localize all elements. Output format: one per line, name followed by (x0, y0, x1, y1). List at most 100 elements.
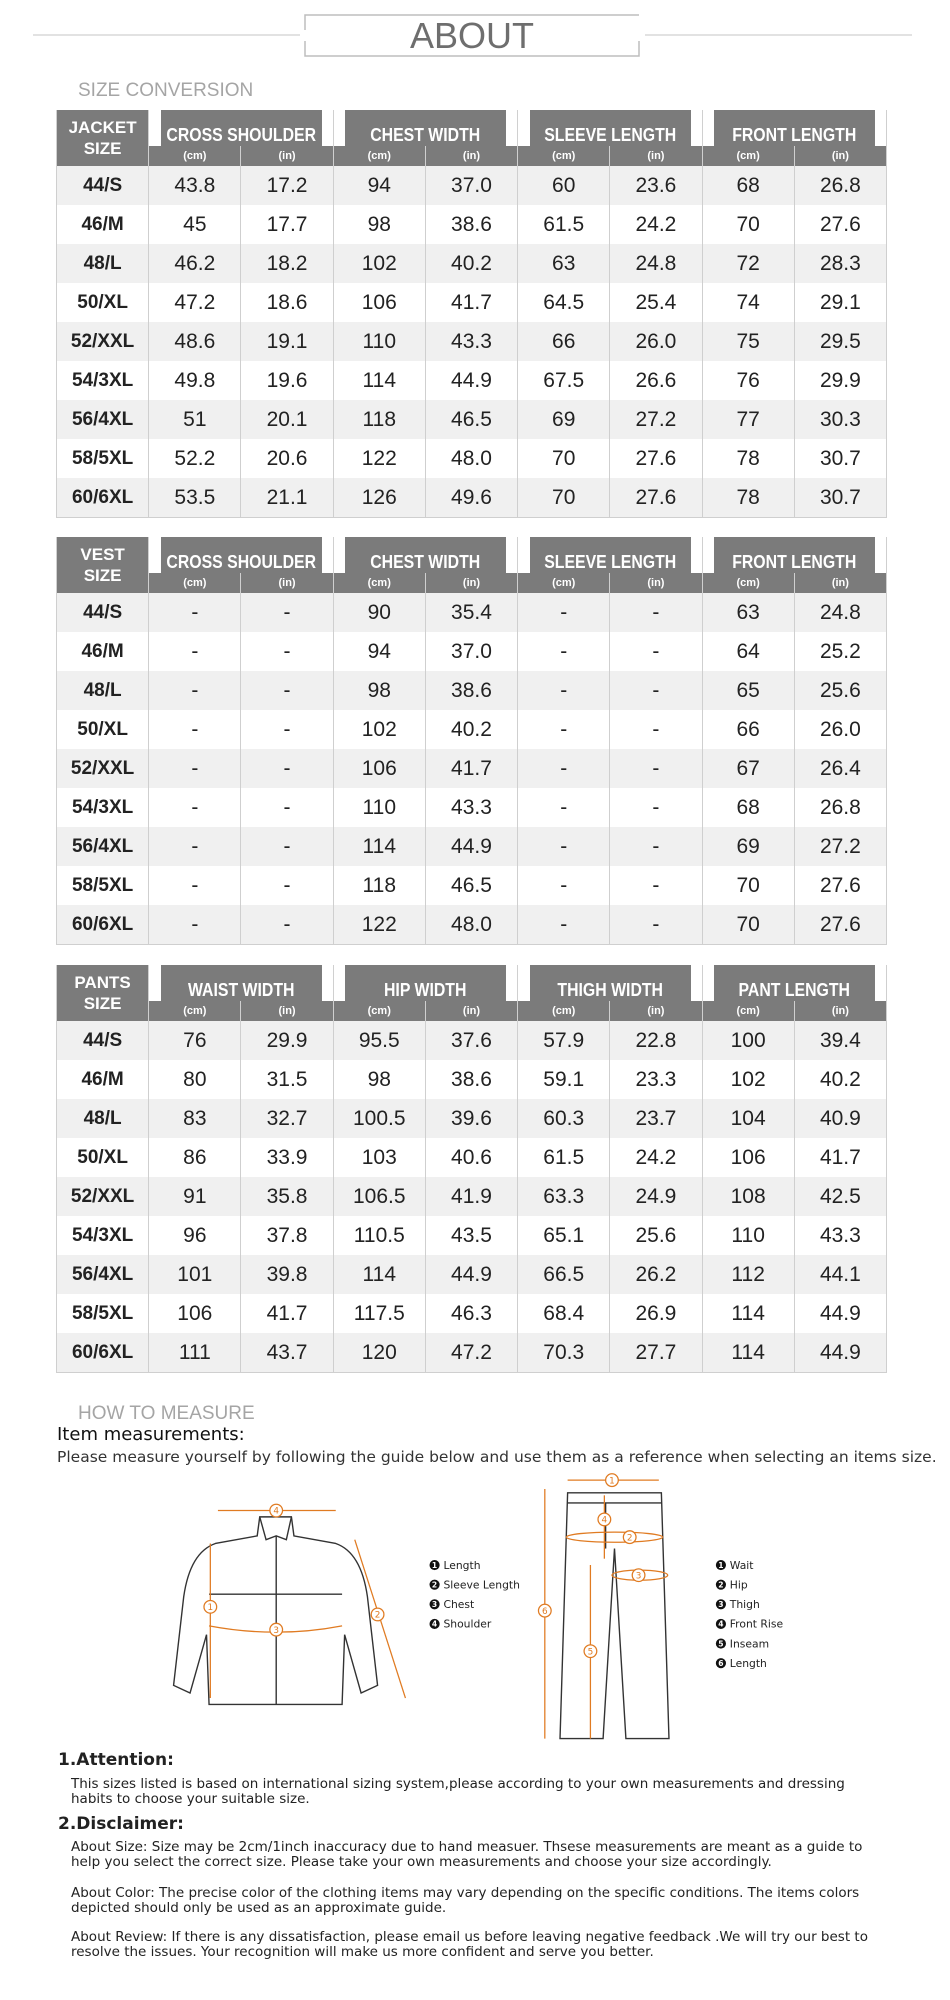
legend-number: 1 (432, 1561, 437, 1570)
value-cell: 63 (701, 593, 795, 632)
value-cell: - (517, 710, 610, 749)
marker-number: 4 (273, 1507, 279, 1517)
data-row: 48/L 83 32.7 100.5 39.6 60.3 23.7 104 40.9 (55, 1099, 887, 1138)
value-cell: 47.2 (424, 1333, 518, 1373)
value-cell: 53.5 (148, 478, 241, 518)
value-cell: 26.8 (793, 166, 887, 205)
value-cell: 26.6 (609, 361, 703, 400)
value-cell: 68.4 (517, 1294, 610, 1333)
unit-header: (in) (424, 1001, 518, 1021)
value-cell: 19.1 (240, 322, 334, 361)
data-row: 44/S 76 29.9 95.5 37.6 57.9 22.8 100 39.4 (55, 1021, 887, 1060)
data-row: 54/3XL 49.8 19.6 114 44.9 67.5 26.6 76 29.9 (55, 361, 887, 400)
value-cell: 64.5 (517, 283, 610, 322)
data-row: 52/XXL 48.6 19.1 110 43.3 66 26.0 75 29.5 (55, 322, 887, 361)
value-cell: - (148, 827, 241, 866)
value-cell: 110 (332, 322, 426, 361)
group-header: SLEEVE LENGTH (528, 110, 691, 146)
attention-text: This sizes listed is based on internatio… (71, 1776, 845, 1807)
value-cell: 46.5 (424, 400, 518, 439)
legend-dot (429, 1618, 440, 1630)
title-decoration (33, 14, 912, 57)
value-cell: 98 (332, 205, 426, 244)
value-cell: 106 (332, 749, 426, 788)
diagram-group: 4 1 3 2 1 4 2 3 6 5 1 Length 2 Sleeve Length 3 Chest 4 Sh… (172, 1473, 784, 1740)
value-cell: 39.6 (424, 1099, 518, 1138)
size-cell: 52/XXL (55, 322, 149, 361)
value-cell: 98 (332, 671, 426, 710)
legend-dot (429, 1559, 440, 1571)
data-row: 50/XL - -102 40.2- -66 26.0 (55, 710, 887, 749)
value-cell: 46.5 (424, 866, 518, 905)
value-cell: 29.9 (240, 1021, 334, 1060)
value-cell: 70 (517, 439, 610, 478)
data-row: 58/5XL - -118 46.5- -70 27.6 (55, 866, 887, 905)
header-row: VEST SIZE CROSS SHOULDER CHEST WIDTH SLEEVE… (55, 537, 887, 593)
value-cell: 43.3 (793, 1216, 887, 1255)
value-cell: - (240, 749, 334, 788)
value-cell: 75 (701, 322, 795, 361)
value-cell: 25.4 (609, 283, 703, 322)
value-cell: - (240, 788, 334, 827)
value-cell: 43.5 (424, 1216, 518, 1255)
size-cell: 48/L (55, 671, 149, 710)
section-title: HOW TO MEASURE (78, 1403, 255, 1424)
value-cell: 25.6 (609, 1216, 703, 1255)
value-cell: 108 (701, 1177, 795, 1216)
value-cell: 26.0 (793, 710, 887, 749)
value-cell: 27.2 (793, 827, 887, 866)
unit-header: (in) (793, 1001, 887, 1021)
value-cell: 94 (332, 632, 426, 671)
value-cell: 41.7 (424, 283, 518, 322)
legend-dot (715, 1579, 726, 1590)
unit-header: (in) (793, 146, 887, 166)
value-cell: 30.7 (793, 439, 887, 478)
group-header: FRONT LENGTH (712, 110, 876, 146)
unit-header: (in) (793, 573, 887, 593)
value-cell: - (609, 632, 703, 671)
value-cell: 18.6 (240, 283, 334, 322)
unit-header: (in) (424, 573, 518, 593)
legend-label: Front Rise (730, 1618, 784, 1631)
size-cell: 44/S (55, 1021, 149, 1060)
marker-number: 6 (542, 1607, 548, 1617)
legend-number: 3 (432, 1600, 437, 1609)
value-cell: 24.2 (609, 205, 703, 244)
group-header: CHEST WIDTH (343, 537, 507, 573)
value-cell: 39.4 (793, 1021, 887, 1060)
value-cell: 76 (148, 1021, 241, 1060)
value-cell: - (148, 710, 241, 749)
value-cell: - (609, 710, 703, 749)
value-cell: 103 (332, 1138, 426, 1177)
size-cell: 56/4XL (55, 400, 149, 439)
group-header: CROSS SHOULDER (159, 110, 323, 146)
value-cell: - (609, 827, 703, 866)
measure-marker (203, 1599, 218, 1614)
value-cell: - (240, 710, 334, 749)
data-row: 46/M 45 17.7 98 38.6 61.5 24.2 70 27.6 (55, 205, 887, 244)
unit-header: (cm) (517, 1001, 610, 1021)
data-row: 56/4XL 51 20.1 118 46.5 69 27.2 77 30.3 (55, 400, 887, 439)
value-cell: - (517, 827, 610, 866)
value-cell: 114 (701, 1294, 795, 1333)
value-cell: 43.3 (424, 788, 518, 827)
legend-label: Wait (730, 1559, 754, 1572)
value-cell: 114 (701, 1333, 795, 1373)
data-row: 60/6XL 111 43.7 120 47.2 70.3 27.7 114 44.9 (55, 1333, 887, 1373)
legend-number: 1 (718, 1561, 723, 1570)
value-cell: 94 (332, 166, 426, 205)
value-cell: 40.2 (424, 710, 518, 749)
value-cell: 27.6 (793, 905, 887, 945)
size-cell: 56/4XL (55, 1255, 149, 1294)
value-cell: 102 (701, 1060, 795, 1099)
value-cell: 122 (332, 439, 426, 478)
unit-header: (in) (609, 1001, 703, 1021)
group-header: SLEEVE LENGTH (528, 537, 691, 573)
legend-label: Length (443, 1559, 480, 1572)
value-cell: 65 (701, 671, 795, 710)
value-cell: 96 (148, 1216, 241, 1255)
legend-label: Inseam (730, 1637, 769, 1650)
value-cell: 23.3 (609, 1060, 703, 1099)
value-cell: - (517, 866, 610, 905)
legend-label: Hip (730, 1578, 748, 1591)
